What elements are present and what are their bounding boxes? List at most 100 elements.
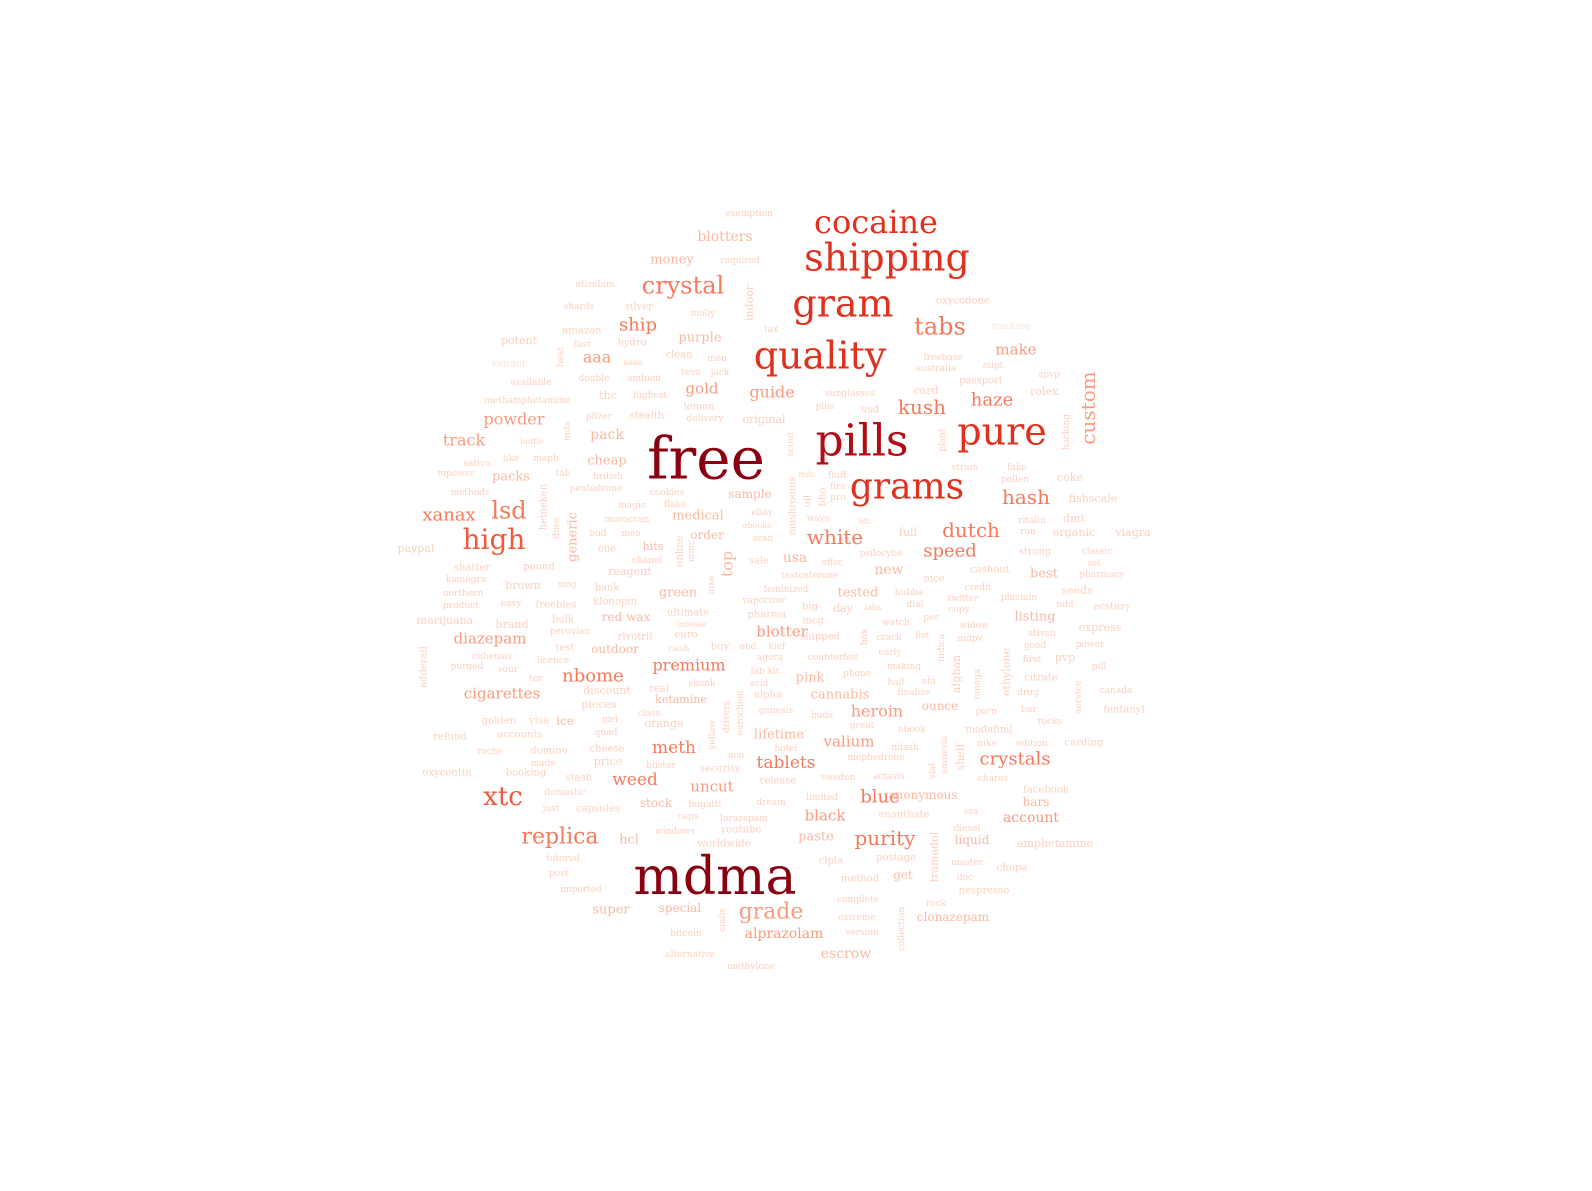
cloud-word-refund: refund [433, 732, 467, 743]
cloud-word-australia: australia [916, 364, 957, 374]
cloud-word-highest: highest [633, 391, 667, 401]
cloud-word-valium: valium [823, 732, 875, 750]
cloud-word-magic: magic [618, 501, 646, 511]
cloud-word-stock: stock [640, 796, 673, 810]
cloud-word-powder: powder [484, 410, 545, 429]
cloud-word-hotel: hotel [774, 744, 797, 754]
cloud-word-cipla: cipla [819, 856, 843, 867]
cloud-word-shipping: shipping [804, 235, 970, 279]
cloud-word-nice: nice [923, 574, 944, 585]
cloud-word-edition: edition [1016, 739, 1048, 749]
cloud-word-methylone: methylone [727, 962, 775, 972]
cloud-word-pharmacy: pharmacy [1079, 570, 1125, 580]
cloud-word-make: make [995, 340, 1036, 358]
cloud-word-flake: flake [664, 500, 686, 510]
cloud-word-twitter: twitter [947, 594, 979, 604]
cloud-word-money: money [650, 253, 694, 268]
cloud-word-reagent: reagent [608, 565, 652, 578]
cloud-word-fishscale: fishscale [1069, 492, 1117, 505]
cloud-word-btc: btc [859, 517, 872, 526]
cloud-word-available: available [511, 378, 552, 388]
cloud-word-hacking: hacking [1062, 414, 1072, 450]
cloud-word-dmt: dmt [1063, 512, 1085, 525]
cloud-word-list: list [915, 631, 929, 641]
cloud-word-chupa: chupa [997, 863, 1028, 874]
cloud-word-accounts: accounts [497, 730, 542, 741]
cloud-word-pound: pound [523, 562, 555, 573]
cloud-word-dose: dose [552, 517, 562, 538]
cloud-word-passport: passport [959, 376, 1003, 387]
cloud-word-replica: replica [521, 825, 598, 850]
cloud-word-purity: purity [855, 826, 917, 850]
cloud-word-ambien: ambien [627, 374, 661, 384]
cloud-word-outdoor: outdoor [591, 642, 639, 656]
cloud-word-quality: quality [754, 333, 887, 377]
cloud-word-easy: easy [501, 599, 522, 609]
cloud-word-xmg: xmg [557, 580, 577, 590]
cloud-word-seeds: seeds [1061, 584, 1093, 597]
cloud-word-stealth: stealth [630, 411, 665, 422]
cloud-word-ritalin: ritalin [1018, 516, 1046, 526]
cloud-word-crack: crack [876, 633, 902, 643]
cloud-word-tablets: tablets [757, 753, 816, 773]
cloud-word-fire: fire [830, 482, 846, 492]
cloud-word-fentanyl: fentanyl [1103, 705, 1144, 716]
cloud-word-cheap: cheap [587, 454, 626, 469]
cloud-word-custom: custom [1076, 371, 1100, 444]
cloud-word-security: security [700, 764, 741, 775]
cloud-word-pro: pro [830, 493, 845, 503]
cloud-word-just: just [542, 804, 560, 814]
cloud-word-run: run [1020, 527, 1036, 537]
cloud-word-lifetime: lifetime [754, 728, 805, 743]
cloud-word-hits: hits [643, 540, 664, 553]
cloud-word-tor: tor [529, 674, 543, 684]
cloud-word-fluff: fluff [828, 471, 847, 481]
cloud-word-class: class [638, 709, 661, 719]
cloud-word-cookies: cookies [650, 488, 685, 498]
cloud-word-escrow: escrow [821, 946, 871, 962]
cloud-word-bubba: bubba [895, 588, 924, 598]
cloud-word-sunglasses: sunglasses [825, 389, 875, 399]
cloud-word-high: high [463, 523, 526, 556]
cloud-word-first: first [1023, 655, 1042, 665]
cloud-word-brand: brand [496, 618, 529, 631]
cloud-word-set: set [1087, 559, 1101, 569]
cloud-word-pharma: pharma [747, 610, 786, 621]
cloud-word-shipped: shipped [800, 632, 840, 643]
cloud-word-domino: domino [530, 746, 568, 757]
cloud-word-new: new [874, 562, 903, 578]
cloud-word-classic: classic [1082, 547, 1112, 557]
cloud-word-hash: hash [1002, 485, 1050, 509]
cloud-word-pollen: pollen [1001, 475, 1029, 485]
cloud-word-ice: ice [556, 714, 574, 728]
cloud-word-xtc: xtc [483, 782, 523, 812]
cloud-word-original: original [742, 413, 786, 426]
cloud-word-order: order [690, 528, 724, 542]
cloud-word-strong: strong [1019, 547, 1052, 558]
cloud-word-hydro: hydro [617, 338, 646, 349]
cloud-word-silver: silver [625, 302, 653, 313]
cloud-word-track: track [443, 431, 486, 450]
cloud-word-phone: phone [843, 669, 871, 679]
cloud-word-made: made [531, 759, 556, 769]
cloud-word-plant: plant [938, 428, 948, 452]
cloud-word-blister: blister [646, 761, 676, 771]
cloud-word-drivers: drivers [722, 700, 732, 733]
cloud-word-ultimate: ultimate [667, 608, 709, 619]
cloud-word-early: early [879, 648, 903, 658]
cloud-word-imported: imported [560, 885, 602, 895]
cloud-word-bar: bar [1021, 705, 1037, 715]
cloud-word-release: release [760, 776, 797, 787]
cloud-word-mdma: mdma [634, 847, 797, 907]
cloud-word-pack: pack [590, 427, 624, 443]
cloud-word-like: like [503, 454, 520, 464]
cloud-word-sex: sex [963, 807, 978, 817]
cloud-word-ebook: ebook [898, 725, 926, 735]
cloud-word-diesel: diesel [954, 824, 981, 834]
cloud-word-ebooks: ebooks [743, 521, 771, 530]
cloud-word-speed: speed [923, 540, 977, 561]
cloud-word-mmc: mmc [687, 540, 697, 562]
cloud-word-haze: haze [971, 389, 1013, 410]
cloud-word-cubensis: cubensis [472, 652, 512, 662]
cloud-word-liquid: liquid [955, 833, 990, 847]
